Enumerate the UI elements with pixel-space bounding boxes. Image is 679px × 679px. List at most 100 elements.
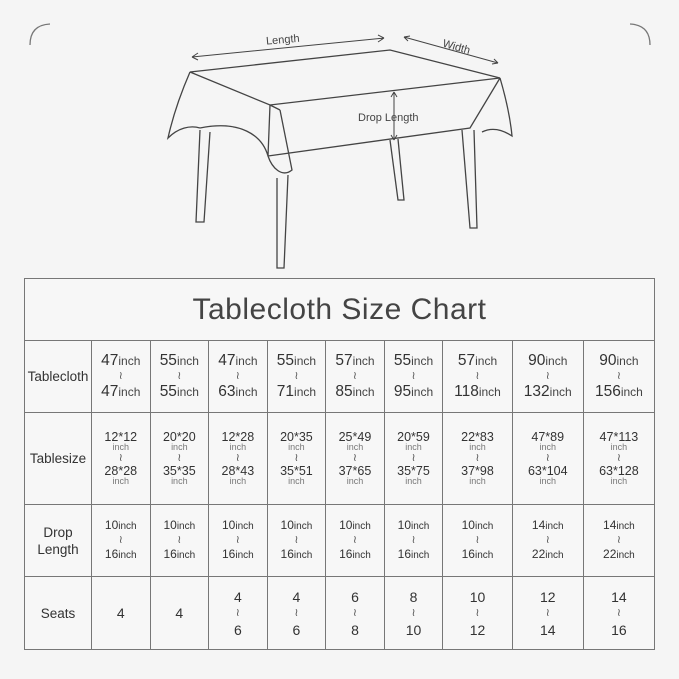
- drop-to: 16: [280, 547, 294, 561]
- unit: inch: [235, 521, 254, 532]
- unit: inch: [346, 442, 364, 452]
- cloth-to: 156: [594, 383, 621, 400]
- range-separator: ≀: [235, 452, 240, 464]
- size-to: 37*65: [338, 464, 372, 478]
- seats-from: 8: [409, 588, 418, 605]
- unit: inch: [118, 521, 137, 532]
- size-from: 47*113: [599, 430, 639, 444]
- range-separator: ≀: [616, 534, 621, 546]
- drop-dimension-icon: [390, 91, 398, 141]
- drop-length-cell: 10inch ≀ 16inch: [266, 504, 327, 577]
- unit: inch: [610, 476, 628, 486]
- tablesize-cell: 20*35 inch ≀ 35*51 inch: [266, 412, 327, 505]
- size-from: 47*89: [531, 430, 565, 444]
- drop-to: 22: [603, 547, 617, 561]
- tablesize-row: Tablesize 12*12 inch ≀ 28*28 inch 20*20 inch ≀ 3…: [24, 412, 656, 505]
- range-separator: ≀: [294, 370, 299, 382]
- unit: inch: [112, 442, 130, 452]
- unit: inch: [176, 354, 199, 368]
- range-separator: ≀: [235, 606, 240, 619]
- cloth-from: 55: [276, 352, 295, 369]
- drop-length-cell: 14inch ≀ 22inch: [511, 504, 584, 577]
- tablecloth-cell: 55inch ≀ 71inch: [266, 340, 327, 413]
- range-separator: ≀: [235, 534, 240, 546]
- tablecloth-cell: 55inch ≀ 55inch: [149, 340, 210, 413]
- size-from: 20*20: [162, 430, 196, 444]
- unit: inch: [293, 521, 313, 532]
- tablecloth-cell: 47inch ≀ 47inch: [91, 340, 151, 413]
- unit: inch: [411, 354, 434, 368]
- unit: inch: [176, 521, 196, 532]
- cloth-to: 95: [393, 383, 412, 400]
- unit: inch: [405, 476, 422, 486]
- tablesize-cell: 47*89 inch ≀ 63*104 inch: [511, 412, 584, 505]
- unit: inch: [229, 476, 247, 486]
- drop-from: 10: [461, 518, 475, 532]
- seats-to: 10: [405, 621, 422, 638]
- tablesize-cell: 12*12 inch ≀ 28*28 inch: [91, 412, 151, 505]
- row-label-tablesize: Tablesize: [24, 412, 92, 505]
- row-label-tablecloth: Tablecloth: [24, 340, 92, 413]
- drop-length-label: Drop Length: [358, 112, 419, 124]
- drop-length-cell: 10inch ≀ 16inch: [208, 504, 268, 577]
- range-separator: ≀: [616, 606, 621, 619]
- range-separator: ≀: [294, 452, 299, 464]
- seats-cell: 4 ≀ 6: [208, 576, 268, 650]
- drop-to: 16: [163, 547, 177, 561]
- tablesize-cell: 12*28 inch ≀ 28*43 inch: [208, 412, 268, 505]
- drop-length-cell: 10inch ≀ 16inch: [325, 504, 385, 577]
- seats-to: 12: [469, 621, 486, 638]
- unit: inch: [539, 442, 556, 452]
- seats-cell: 4: [91, 576, 151, 650]
- unit: inch: [176, 550, 196, 561]
- range-separator: ≀: [545, 370, 550, 382]
- range-separator: ≀: [118, 370, 123, 382]
- tablecloth-cell: 57inch ≀ 118inch: [442, 340, 513, 413]
- range-separator: ≀: [545, 534, 550, 546]
- drop-from: 10: [163, 518, 177, 532]
- cloth-from: 55: [159, 352, 177, 369]
- cloth-to: 85: [335, 383, 353, 400]
- tablecloth-cell: 55inch ≀ 95inch: [383, 340, 444, 413]
- range-separator: ≀: [411, 452, 416, 464]
- unit: inch: [405, 442, 422, 452]
- range-separator: ≀: [177, 534, 182, 546]
- unit: inch: [616, 550, 635, 561]
- tablecloth-cell: 90inch ≀ 132inch: [511, 340, 584, 413]
- seats-to: 6: [292, 621, 301, 638]
- unit: inch: [539, 476, 556, 486]
- length-dimension-icon: [191, 34, 385, 61]
- drop-from: 10: [397, 518, 411, 532]
- range-separator: ≀: [411, 370, 416, 382]
- size-from: 22*83: [461, 430, 494, 444]
- range-separator: ≀: [475, 370, 480, 382]
- unit: inch: [469, 476, 486, 486]
- unit: inch: [545, 521, 564, 532]
- corner-mark-right: [629, 23, 651, 46]
- drop-from: 10: [280, 518, 294, 532]
- size-to: 63*128: [599, 464, 639, 478]
- drop-length-cell: 10inch ≀ 16inch: [91, 504, 151, 577]
- seats-row: Seats 4 4 4 ≀ 6 4 ≀ 6 6 ≀ 8 8 ≀ 10 10 ≀ 12 12 ≀ 14 14 ≀ 16: [24, 576, 656, 650]
- cloth-from: 57: [335, 352, 353, 369]
- cloth-from: 47: [218, 352, 236, 369]
- range-separator: ≀: [545, 606, 550, 619]
- table-leg-icon: [195, 129, 478, 269]
- drop-to: 16: [222, 547, 236, 561]
- range-separator: ≀: [352, 452, 358, 464]
- unit: inch: [118, 550, 137, 561]
- width-label: Width: [441, 38, 471, 57]
- seats-from: 6: [351, 588, 359, 605]
- seats-cell: 14 ≀ 16: [582, 576, 656, 650]
- range-separator: ≀: [616, 370, 621, 382]
- unit: inch: [229, 442, 247, 452]
- unit: inch: [235, 354, 258, 368]
- drop-to: 16: [461, 547, 475, 561]
- range-separator: ≀: [411, 606, 416, 619]
- seats-to: 14: [539, 621, 556, 638]
- unit: inch: [118, 354, 141, 368]
- tablecloth-cell: 47inch ≀ 63inch: [208, 340, 268, 413]
- range-separator: ≀: [235, 370, 240, 382]
- tablecloth-icon: [166, 71, 513, 174]
- unit: inch: [475, 354, 498, 368]
